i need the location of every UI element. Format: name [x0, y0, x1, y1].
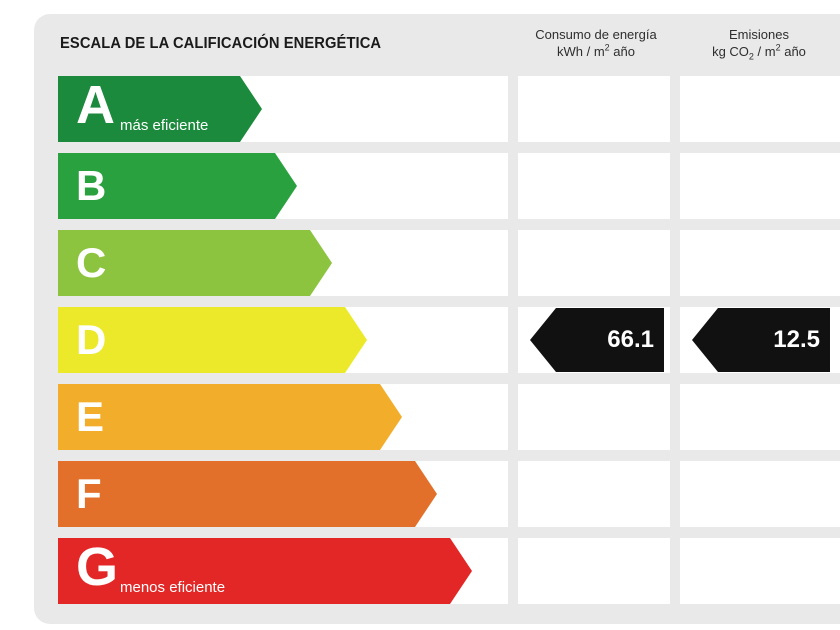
rating-letter-a: A [76, 75, 115, 135]
consumption-header-label: Consumo de energía [535, 27, 657, 42]
rating-note-g: menos eficiente [120, 579, 226, 596]
rating-note-a: más eficiente [120, 117, 209, 134]
rating-letter-g: G [76, 537, 119, 597]
consumption-indicator-value: 66.1 [607, 326, 654, 353]
emissions-cell-c [680, 230, 840, 296]
emissions-cell-a [680, 76, 840, 142]
consumption-header-unit: kWh / m2 año [557, 42, 635, 59]
rating-arrow-e: E [58, 384, 402, 450]
rating-arrow-c: C [58, 230, 332, 296]
label-title: ESCALA DE LA CALIFICACIÓN ENERGÉTICA [60, 35, 382, 52]
rating-arrow-d: D [58, 307, 367, 373]
emissions-cell-e [680, 384, 840, 450]
rating-arrow-shape-c [58, 230, 332, 296]
consumption-indicator-shape [530, 308, 664, 372]
rating-arrow-f: F [58, 461, 437, 527]
rating-arrow-shape-e [58, 384, 402, 450]
consumption-cell-c [518, 230, 670, 296]
consumption-cell-a [518, 76, 670, 142]
rating-arrow-shape-g [58, 538, 472, 604]
rating-letter-d: D [76, 316, 107, 363]
emissions-cell-b [680, 153, 840, 219]
rating-letter-f: F [76, 470, 102, 517]
emissions-column-header: Emisiones kg CO2 / m2 año [678, 26, 840, 62]
consumption-cell-e [518, 384, 670, 450]
rating-arrow-shape-d [58, 307, 367, 373]
emissions-header-unit: kg CO2 / m2 año [712, 42, 806, 62]
rating-arrow-shape-b [58, 153, 297, 219]
consumption-column-header: Consumo de energía kWh / m2 año [508, 26, 684, 60]
emissions-cell-f [680, 461, 840, 527]
consumption-cell-g [518, 538, 670, 604]
rating-arrow-shape-a [58, 76, 262, 142]
rating-letter-c: C [76, 239, 107, 286]
emissions-indicator: 12.5 [692, 308, 830, 372]
emissions-indicator-value: 12.5 [773, 326, 820, 353]
rating-letter-b: B [76, 162, 107, 209]
rating-arrow-b: B [58, 153, 297, 219]
rating-arrow-shape-f [58, 461, 437, 527]
emissions-header-label: Emisiones [729, 27, 789, 42]
consumption-indicator: 66.1 [530, 308, 664, 372]
consumption-cell-f [518, 461, 670, 527]
rating-letter-e: E [76, 393, 105, 440]
consumption-cell-b [518, 153, 670, 219]
emissions-indicator-shape [692, 308, 830, 372]
emissions-cell-g [680, 538, 840, 604]
